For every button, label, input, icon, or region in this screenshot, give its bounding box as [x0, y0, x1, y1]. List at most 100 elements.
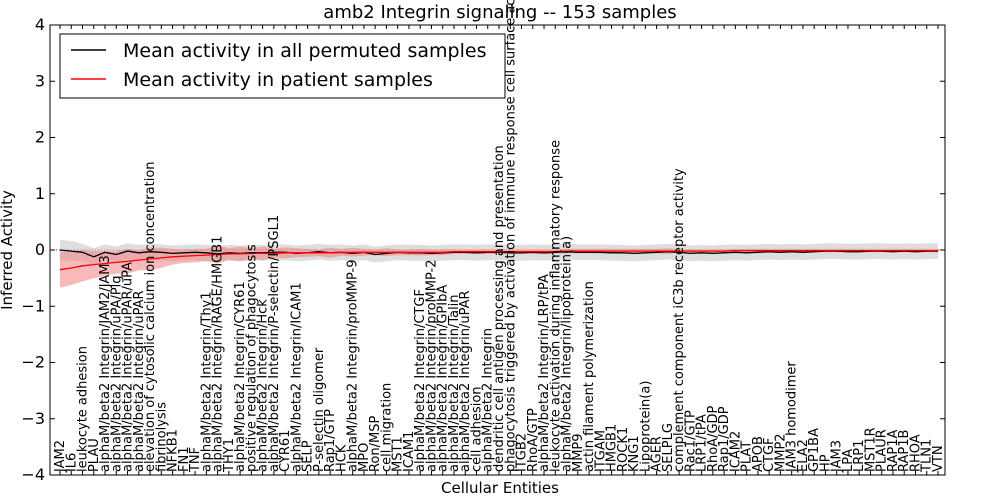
x-tick-label: FN1 — [177, 446, 192, 471]
x-tick-label: complement component iC3b receptor activ… — [672, 168, 687, 472]
x-tick-label: positive regulation of phagocytosis — [244, 244, 259, 472]
legend-label-permuted: Mean activity in all permuted samples — [123, 40, 486, 62]
x-tick-label: SELPLG — [661, 423, 676, 472]
legend-box — [59, 33, 506, 99]
y-tick-label: 3 — [35, 71, 45, 90]
x-tick-label: ITGAM — [593, 430, 608, 472]
x-tick-label: HMGB1 — [605, 424, 620, 472]
y-axis-title: Inferred Activity — [0, 190, 16, 310]
x-tick-label: alphaM/beta2 Integrin/RAGE/HMGB1 — [211, 236, 226, 472]
x-tick-label: cell migration — [379, 383, 394, 472]
x-tick-label: Rap1/GDP — [717, 406, 732, 472]
legend-label-patient: Mean activity in patient samples — [123, 69, 433, 91]
x-tick-label: MST1R — [864, 427, 879, 472]
x-tick-label: alphaM/beta2 Integrin/uPAR — [132, 290, 147, 472]
y-tick-label: 2 — [35, 128, 45, 147]
x-tick-label: alphaM/beta2 Integrin/P-selectin/PSGL1 — [267, 215, 282, 472]
x-tick-label: alphaM/beta2 Integrin/CYR61 — [233, 281, 248, 472]
x-tick-label: alphaM/beta2 Integrin/proMMP-9 — [346, 259, 361, 472]
x-tick-label: HCK — [334, 444, 349, 472]
x-tick-label: cell adhesion — [470, 386, 485, 472]
x-tick-label: alphaM/beta2 Integrin/Hck — [256, 299, 271, 472]
x-tick-label: alphaM/beta2 Integrin/lipoprotein(a) — [560, 236, 575, 472]
confidence-band-patient — [60, 245, 938, 288]
x-tick-label: PLAT — [740, 441, 755, 472]
y-tick-label: −4 — [21, 465, 45, 484]
x-tick-label: alphaM/beta2 Integrin/uPA/Plg — [109, 275, 124, 472]
x-tick-label: fibrinolysis — [154, 402, 169, 472]
x-tick-label: MST1 — [391, 436, 406, 472]
y-tick-label: 4 — [35, 15, 45, 34]
x-tick-label: MMP9 — [571, 433, 586, 472]
x-tick-label: Rac1/GTP — [683, 410, 698, 472]
x-tick-label: NFKB1 — [166, 429, 181, 472]
x-tick-label: ROCK1 — [616, 427, 631, 472]
x-tick-label: RhoA/GDP — [706, 405, 721, 472]
x-tick-label: LPA — [841, 449, 856, 472]
x-tick-label: THY1 — [222, 438, 237, 473]
x-tick-label: alphaM/beta2 Integrin/Thy1 — [199, 291, 214, 472]
y-tick-label: −3 — [21, 409, 45, 428]
x-tick-label: APOB — [751, 436, 766, 472]
x-tick-label: alphaM/beta2 Integrin/LRP/tPA — [537, 274, 552, 472]
x-tick-label: MPO — [357, 443, 372, 472]
x-tick-label: MMP2 — [773, 433, 788, 472]
x-tick-label: Rap1/GTP — [323, 409, 338, 472]
x-tick-label: ITGB2 — [515, 433, 530, 472]
x-tick-label: Lipoprotein(a) — [638, 381, 653, 472]
x-tick-label: CYR61 — [278, 430, 293, 472]
x-tick-label: ELA2 — [796, 439, 811, 472]
x-tick-label: KNG1 — [627, 435, 642, 472]
x-tick-label: dendritic cell antigen processing and pr… — [492, 145, 507, 472]
x-tick-label: RHOA — [909, 434, 924, 472]
x-tick-label: alphaM/beta2 Integrin/JAM2/JAM3 — [98, 255, 113, 472]
x-tick-label: leukocyte activation during inflammatory… — [548, 140, 563, 472]
x-tick-label: PLAUR — [875, 429, 890, 472]
legend: Mean activity in all permuted samples Me… — [59, 33, 506, 99]
x-tick-label: RhoA/GTP — [526, 408, 541, 472]
x-tick-label: GP1BA — [807, 428, 822, 472]
series-line-patient — [59, 249, 938, 271]
x-tick-label: alphaM/beta2 Integrin/CTGF — [413, 289, 428, 472]
x-tick-label: ICAM2 — [728, 431, 743, 472]
x-tick-label: Ron/MSP — [368, 416, 383, 472]
y-tick-label: 1 — [35, 184, 45, 203]
x-tick-label: HP — [818, 454, 833, 472]
chart-title: amb2 Integrin signaling -- 153 samples — [323, 2, 676, 23]
x-tick-label: alphaM/beta2 Integrin/ICAM1 — [289, 282, 304, 472]
x-tick-label: VTN — [931, 445, 946, 472]
x-tick-label: alphaM/beta2 Integrin — [481, 328, 496, 472]
x-tick-label: IL6 — [64, 453, 79, 472]
x-tick-label: elevation of cytosolic calcium ion conce… — [143, 161, 158, 472]
y-tick-label: −1 — [21, 296, 45, 315]
x-tick-label: RAP1A — [886, 430, 901, 473]
x-tick-label: alphaM/beta2 Integrin/Talin — [447, 294, 462, 472]
plot-area — [50, 239, 945, 288]
x-tick-label: phagocytosis triggered by activation of … — [503, 0, 518, 472]
x-tick-label: alphaM/beta2 Integrin/uPAR — [458, 290, 473, 472]
x-tick-label: RAP1B — [897, 430, 912, 472]
x-tick-label: alphaM/beta2 Integrin/GPIbA — [436, 285, 451, 472]
x-tick-label: CTGF — [762, 437, 777, 472]
x-tick-label: LRP1 — [852, 440, 867, 472]
x-tick-label: JAM2 — [53, 440, 68, 473]
x-tick-label: ICAM1 — [402, 431, 417, 472]
y-tick-label: −2 — [21, 353, 45, 372]
x-tick-label: leukocyte adhesion — [76, 346, 91, 472]
x-tick-label: P-selectin oligomer — [312, 347, 327, 472]
x-tick-label: alphaM/beta2 Integrin/proMMP-2 — [425, 259, 440, 472]
x-tick-label: JAM3 — [830, 440, 845, 473]
x-tick-label: SELP — [301, 440, 316, 472]
x-tick-label: alphaM/beta2 Integrin/uPAR/uPA — [121, 262, 136, 472]
x-axis-title: Cellular Entities — [441, 479, 559, 497]
x-tick-label: JAM3 homodimer — [785, 361, 800, 473]
x-tick-label: AGER — [650, 436, 665, 472]
x-tick-label: TNF — [188, 447, 203, 473]
x-tick-label: PLAU — [87, 438, 102, 472]
x-tick-label: LRP1/tPA — [695, 414, 710, 472]
x-tick-label: actin filament polymerization — [582, 281, 597, 472]
y-tick-label: 0 — [35, 240, 45, 259]
x-tick-label: TLN1 — [920, 439, 935, 473]
